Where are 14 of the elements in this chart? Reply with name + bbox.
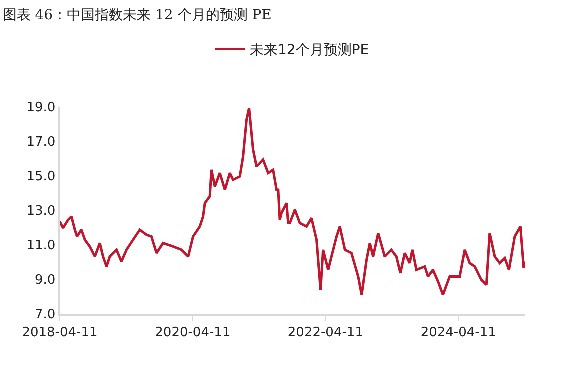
legend-label: 未来12个月预测PE [250,42,370,59]
y-tick-label: 11.0 [26,238,56,254]
y-tick-label: 9.0 [34,273,56,288]
x-tick-label: 2018-04-11 [22,325,98,340]
y-tick-label: 15.0 [26,170,56,185]
line-series [60,107,525,296]
y-tick-label: 17.0 [26,135,56,150]
y-tick-label: 19.0 [26,100,56,116]
x-tick-label: 2022-04-11 [288,325,364,340]
y-tick-label: 7.0 [34,308,56,323]
x-tick-label: 2024-04-11 [420,325,496,340]
x-tick-label: 2020-04-11 [155,325,231,340]
y-tick-label: 13.0 [26,204,56,220]
chart-title: 图表 46：中国指数未来 12 个月的预测 PE [2,7,272,24]
